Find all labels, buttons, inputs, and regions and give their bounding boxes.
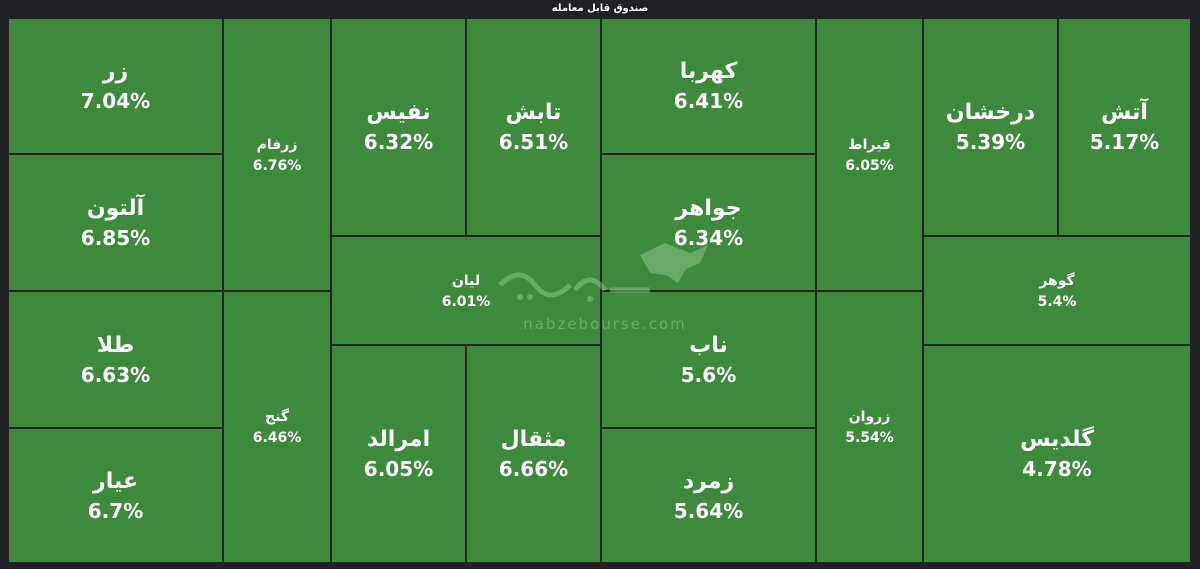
tile-zarfam[interactable]: زرفام 6.76% bbox=[223, 18, 331, 291]
tile-name: مثقال bbox=[500, 427, 567, 452]
tile-change: 6.05% bbox=[845, 157, 894, 174]
tile-name: زمرد bbox=[682, 468, 735, 494]
tile-name: گلدیس bbox=[1020, 427, 1094, 452]
tile-name: طلا bbox=[96, 332, 135, 358]
tile-change: 5.64% bbox=[673, 498, 744, 523]
tile-ganj[interactable]: گنج 6.46% bbox=[223, 291, 331, 563]
tile-name: قیراط bbox=[848, 136, 891, 153]
tile-tabesh[interactable]: تابش 6.51% bbox=[466, 18, 601, 236]
treemap: زر 7.04% آلتون 6.85% طلا 6.63% عیار 6.7%… bbox=[8, 18, 1191, 563]
tile-nab[interactable]: ناب 5.6% bbox=[601, 291, 816, 428]
chart-title: صندوق قابل معامله bbox=[551, 3, 649, 14]
tile-gheyrat[interactable]: قیراط 6.05% bbox=[816, 18, 923, 291]
tile-change: 6.46% bbox=[252, 430, 302, 446]
tile-change: 5.4% bbox=[1037, 293, 1077, 310]
tile-name: گوهر bbox=[1039, 272, 1075, 289]
tile-change: 6.85% bbox=[80, 225, 151, 250]
tile-emerald[interactable]: امرالد 6.05% bbox=[331, 345, 466, 563]
tile-name: آلتون bbox=[86, 195, 145, 221]
tile-change: 6.76% bbox=[252, 157, 302, 174]
tile-lian[interactable]: لیان 6.01% bbox=[331, 236, 601, 345]
tile-change: 6.05% bbox=[363, 457, 434, 481]
tile-gohar[interactable]: گوهر 5.4% bbox=[923, 236, 1191, 345]
tile-name: نفیس bbox=[366, 100, 431, 125]
tile-name: گنج bbox=[265, 409, 289, 425]
tile-mesghal[interactable]: مثقال 6.66% bbox=[466, 345, 601, 563]
tile-name: جواهر bbox=[675, 195, 742, 221]
tile-atash[interactable]: آتش 5.17% bbox=[1058, 18, 1191, 236]
tile-ayar[interactable]: عیار 6.7% bbox=[8, 428, 223, 563]
tile-name: زرفام bbox=[256, 136, 298, 153]
tile-alton[interactable]: آلتون 6.85% bbox=[8, 154, 223, 291]
tile-zarvan[interactable]: زروان 5.54% bbox=[816, 291, 923, 563]
tile-change: 6.01% bbox=[441, 293, 491, 310]
tile-kahroba[interactable]: کهربا 6.41% bbox=[601, 18, 816, 154]
tile-name: تابش bbox=[505, 100, 562, 125]
tile-change: 7.04% bbox=[80, 89, 151, 113]
tile-name: لیان bbox=[451, 272, 481, 289]
tile-change: 5.17% bbox=[1089, 130, 1160, 154]
tile-change: 6.34% bbox=[673, 225, 744, 250]
tile-change: 6.51% bbox=[498, 130, 569, 154]
tile-name: کهربا bbox=[679, 59, 738, 84]
tile-name: زروان bbox=[848, 409, 891, 425]
tile-change: 5.6% bbox=[680, 362, 737, 387]
tile-change: 6.63% bbox=[80, 362, 151, 387]
tile-change: 6.66% bbox=[498, 457, 569, 481]
tile-change: 6.41% bbox=[673, 89, 744, 113]
tile-name: عیار bbox=[93, 468, 138, 494]
tile-name: ناب bbox=[689, 332, 728, 358]
tile-change: 6.32% bbox=[363, 130, 434, 154]
tile-change: 6.7% bbox=[87, 498, 144, 523]
tile-change: 4.78% bbox=[1022, 457, 1092, 481]
tile-name: زر bbox=[102, 59, 129, 84]
tile-zomorod[interactable]: زمرد 5.64% bbox=[601, 428, 816, 563]
tile-change: 5.54% bbox=[845, 430, 894, 446]
tile-name: امرالد bbox=[366, 427, 431, 452]
tile-change: 5.39% bbox=[955, 130, 1026, 154]
tile-derakhshan[interactable]: درخشان 5.39% bbox=[923, 18, 1058, 236]
tile-zar[interactable]: زر 7.04% bbox=[8, 18, 223, 154]
tile-nafis[interactable]: نفیس 6.32% bbox=[331, 18, 466, 236]
tile-javaher[interactable]: جواهر 6.34% bbox=[601, 154, 816, 291]
tile-name: درخشان bbox=[945, 100, 1036, 125]
tile-goldis[interactable]: گلدیس 4.78% bbox=[923, 345, 1191, 563]
tile-tala[interactable]: طلا 6.63% bbox=[8, 291, 223, 428]
tile-name: آتش bbox=[1101, 100, 1148, 125]
